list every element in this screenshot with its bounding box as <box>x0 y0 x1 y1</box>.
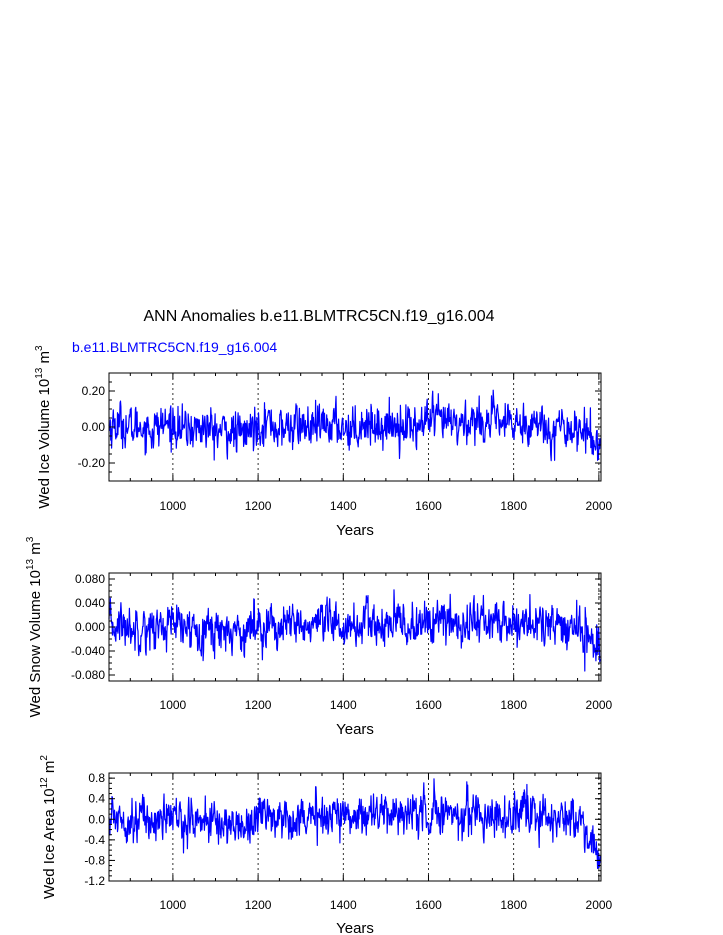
x-tick-label: 1600 <box>415 898 442 912</box>
y-axis-title: Wed Ice Volume 1013 m3 <box>34 345 53 509</box>
y-title-exponent: 13 <box>34 367 45 379</box>
x-axis-title: Years <box>336 920 374 935</box>
y-title-text: Wed Ice Area 10 <box>41 788 58 899</box>
y-tick-label: -0.080 <box>71 668 105 682</box>
y-tick-label: 0.20 <box>82 384 106 398</box>
x-tick-label: 1800 <box>500 698 527 712</box>
series-line <box>108 389 602 462</box>
y-axis-title: Wed Ice Area 1012 m2 <box>39 755 58 899</box>
y-title-exponent: 12 <box>39 777 50 789</box>
x-tick-label: 1200 <box>245 698 272 712</box>
y-title-text: Wed Snow Volume 10 <box>27 570 44 717</box>
y-tick-label: -0.040 <box>71 644 105 658</box>
y-tick-label: -0.20 <box>78 456 106 470</box>
y-tick-label: 0.0 <box>88 812 105 826</box>
y-tick-label: 0.4 <box>88 792 105 806</box>
x-tick-label: 1000 <box>160 898 187 912</box>
x-tick-label: 1000 <box>160 499 187 513</box>
x-tick-label: 1800 <box>500 499 527 513</box>
x-tick-label: 1800 <box>500 898 527 912</box>
x-tick-label: 1400 <box>330 698 357 712</box>
y-title-unit-exponent: 2 <box>39 755 50 761</box>
y-title-exponent: 13 <box>25 558 36 570</box>
y-title-unit: m <box>41 761 58 778</box>
y-title-unit: m <box>36 351 53 368</box>
figure-title: ANN Anomalies b.e11.BLMTRC5CN.f19_g16.00… <box>144 308 495 325</box>
x-tick-label: 1600 <box>415 698 442 712</box>
y-tick-label: 0.000 <box>75 620 105 634</box>
y-axis-title: Wed Snow Volume 1013 m3 <box>25 536 44 717</box>
series-line <box>108 589 602 672</box>
series-line <box>108 778 602 870</box>
y-title-unit-exponent: 3 <box>25 536 36 542</box>
x-tick-label: 1200 <box>245 499 272 513</box>
x-tick-label: 1000 <box>160 698 187 712</box>
y-tick-label: -0.4 <box>84 833 105 847</box>
y-tick-label: 0.8 <box>88 771 105 785</box>
y-title-text: Wed Ice Volume 10 <box>36 379 53 509</box>
y-title-unit: m <box>27 542 44 559</box>
case-label: b.e11.BLMTRC5CN.f19_g16.004 <box>72 339 277 355</box>
x-tick-label: 2000 <box>586 499 613 513</box>
y-title-unit-exponent: 3 <box>34 345 45 351</box>
plot-frame <box>108 772 602 882</box>
x-tick-label: 1400 <box>330 499 357 513</box>
chart-panel-3: 1000 1200 1400 1600 1800 2000 0.8 0.4 0.0 -0.4 -0.… <box>39 755 613 935</box>
x-axis-title: Years <box>336 721 374 738</box>
panels-group: 1000 1200 1400 1600 1800 2000 0.20 0.00 -0.20 Yea… <box>25 345 613 935</box>
x-tick-label: 1200 <box>245 898 272 912</box>
y-tick-label: 0.00 <box>82 420 106 434</box>
x-tick-label: 2000 <box>586 898 613 912</box>
y-tick-label: 0.040 <box>75 596 105 610</box>
chart-panel-1: 1000 1200 1400 1600 1800 2000 0.20 0.00 -0.20 Yea… <box>34 345 613 539</box>
x-axis-title: Years <box>336 522 374 539</box>
x-tick-label: 1400 <box>330 898 357 912</box>
x-tick-label: 1600 <box>415 499 442 513</box>
y-tick-label: -0.8 <box>84 853 105 867</box>
y-tick-label: -1.2 <box>84 874 105 888</box>
x-tick-label: 2000 <box>586 698 613 712</box>
chart-panel-2: 1000 1200 1400 1600 1800 2000 0.080 0.040 0.000 -… <box>25 536 613 738</box>
y-tick-label: 0.080 <box>75 572 105 586</box>
